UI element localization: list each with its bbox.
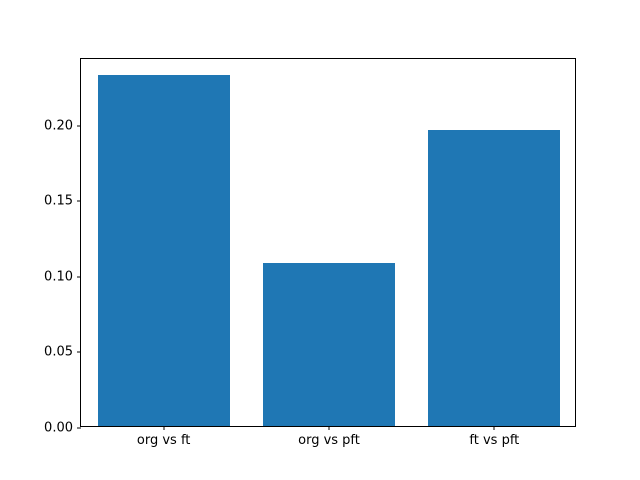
x-tick-mark bbox=[493, 426, 495, 430]
x-tick-label-ft-vs-pft: ft vs pft bbox=[469, 433, 520, 448]
y-tick-label: 0.10 bbox=[44, 269, 73, 285]
y-tick-label: 0.15 bbox=[44, 193, 73, 209]
bar-ft-vs-pft bbox=[428, 129, 561, 426]
y-tick-label: 0.20 bbox=[44, 118, 73, 134]
y-tick-mark bbox=[77, 125, 81, 127]
y-tick-mark bbox=[77, 276, 81, 278]
y-tick-mark bbox=[77, 200, 81, 202]
y-tick-mark bbox=[77, 351, 81, 353]
y-tick-label: 0.05 bbox=[44, 344, 73, 360]
x-tick-label-org-vs-ft: org vs ft bbox=[136, 433, 191, 448]
plot-area: 0.00 0.05 0.10 0.15 0.20 org vs ft org vs pft f… bbox=[44, 58, 576, 448]
x-tick-mark bbox=[163, 426, 165, 430]
bar-org-vs-ft bbox=[97, 75, 230, 426]
y-tick-mark bbox=[77, 427, 81, 429]
x-tick-mark bbox=[328, 426, 330, 430]
x-tick-label-org-vs-pft: org vs pft bbox=[298, 433, 360, 448]
y-tick-label: 0.00 bbox=[44, 420, 73, 436]
bar-org-vs-pft bbox=[262, 262, 396, 426]
